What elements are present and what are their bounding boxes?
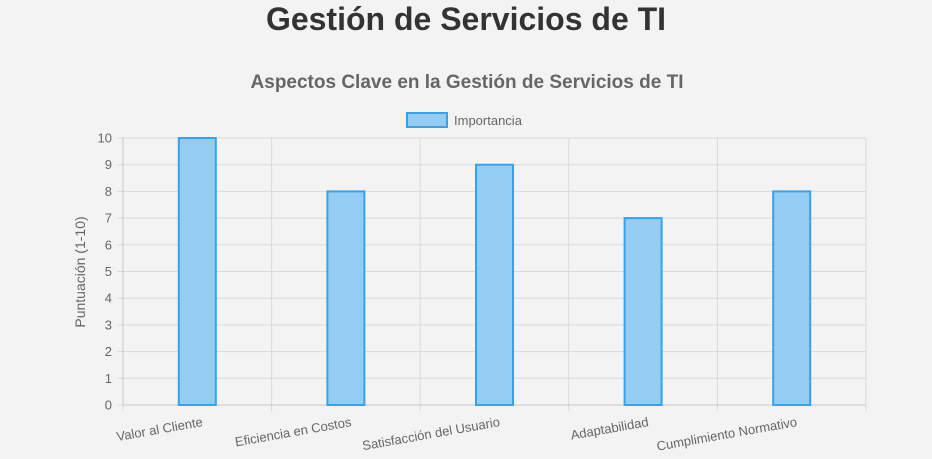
bar[interactable] <box>177 137 217 406</box>
legend[interactable]: Importancia <box>406 112 523 128</box>
x-tick-label: Valor al Cliente <box>115 414 203 444</box>
bars <box>177 137 812 406</box>
bar[interactable] <box>326 190 366 406</box>
y-axis-label: Puntuación (1-10) <box>72 216 88 327</box>
x-tick-labels: Valor al Cliente Eficiencia en Costos Sati… <box>115 414 798 454</box>
x-tick-label: Adaptabilidad <box>569 414 649 442</box>
page-title: Gestión de Servicios de TI <box>265 1 667 37</box>
legend-label: Importancia <box>454 113 523 128</box>
y-tick-label: 1 <box>105 371 112 386</box>
bar[interactable] <box>475 163 514 406</box>
y-tick-label: 7 <box>105 211 112 226</box>
x-tick-label: Eficiencia en Costos <box>234 414 353 449</box>
x-tick-label: Cumplimiento Normativo <box>655 414 798 453</box>
chart-title: Aspectos Clave en la Gestión de Servicio… <box>251 72 684 93</box>
y-tick-labels: 0 1 2 3 4 5 6 7 8 9 10 <box>98 131 112 413</box>
y-tick-label: 4 <box>105 291 112 306</box>
y-tick-label: 6 <box>105 237 112 252</box>
legend-swatch <box>406 112 448 128</box>
y-tick-label: 8 <box>105 184 112 199</box>
bar[interactable] <box>623 217 663 406</box>
y-tick-label: 9 <box>105 157 112 172</box>
x-tick-label: Satisfacción del Usuario <box>361 414 501 453</box>
bar[interactable] <box>772 190 812 406</box>
y-tick-label: 5 <box>105 264 112 279</box>
y-tick-label: 10 <box>98 131 112 146</box>
y-tick-label: 0 <box>105 398 112 413</box>
y-tick-label: 2 <box>105 344 112 359</box>
y-tick-label: 3 <box>105 317 112 332</box>
